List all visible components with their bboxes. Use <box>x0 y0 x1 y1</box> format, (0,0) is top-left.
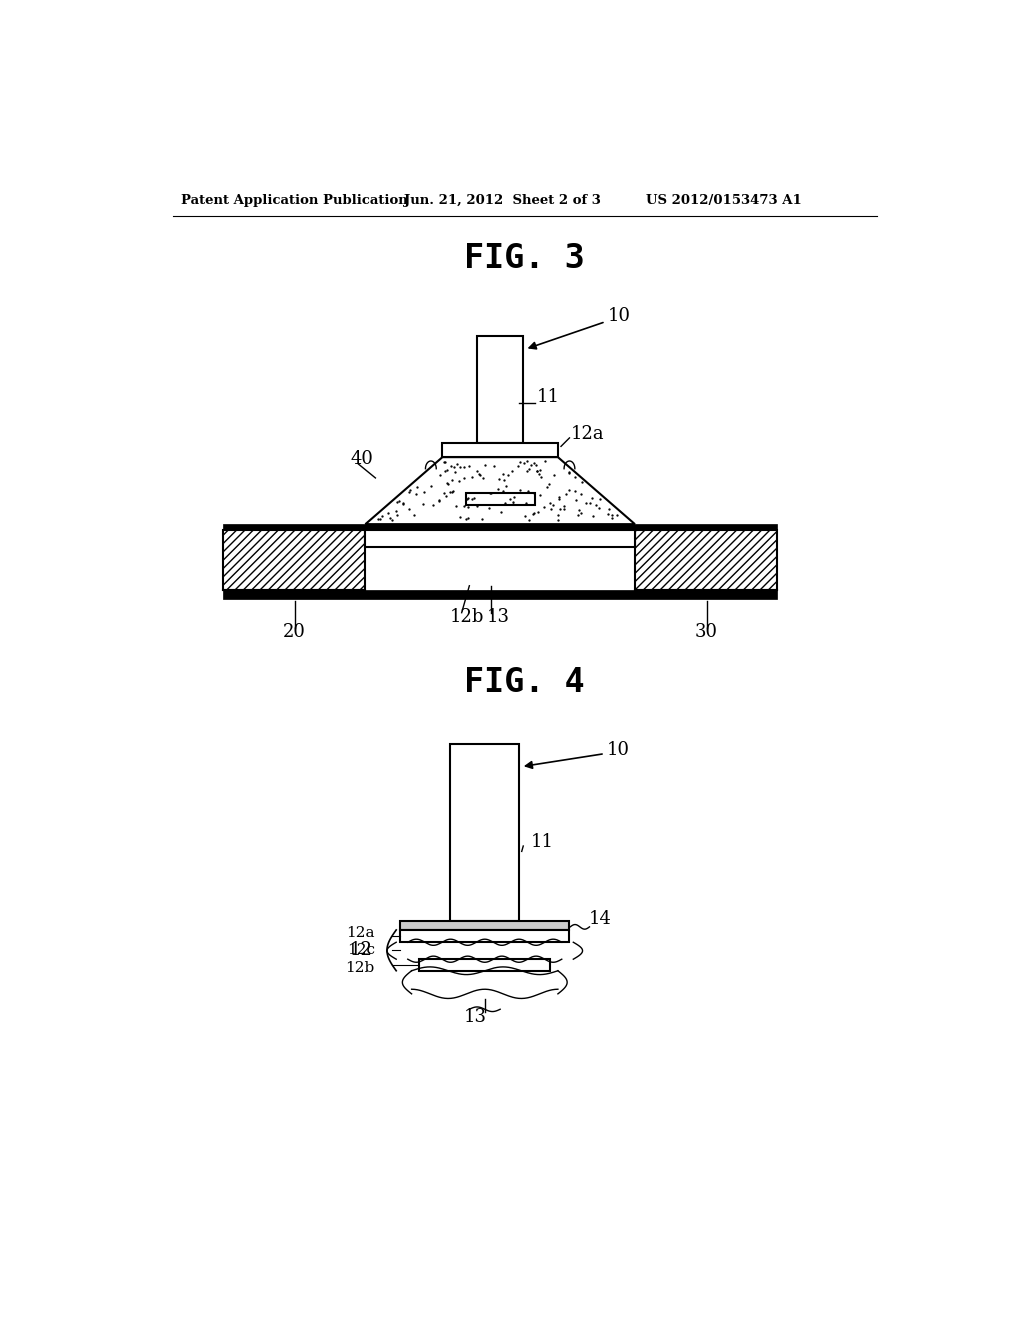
Text: 10: 10 <box>608 308 631 325</box>
Text: 30: 30 <box>695 623 718 642</box>
Bar <box>366 529 635 548</box>
Text: Jun. 21, 2012  Sheet 2 of 3: Jun. 21, 2012 Sheet 2 of 3 <box>403 194 601 207</box>
Bar <box>451 743 519 921</box>
Text: 12a: 12a <box>571 425 604 444</box>
Bar <box>223 529 366 590</box>
Text: 12c: 12c <box>347 944 375 957</box>
Bar <box>400 929 569 942</box>
Bar <box>442 444 558 457</box>
Bar <box>635 529 777 590</box>
Text: 12b: 12b <box>345 961 375 974</box>
Bar <box>419 960 550 970</box>
Bar <box>400 921 569 929</box>
Text: 11: 11 <box>538 388 560 407</box>
Text: 20: 20 <box>283 623 306 642</box>
Text: Patent Application Publication: Patent Application Publication <box>180 194 408 207</box>
Bar <box>477 335 523 444</box>
Text: FIG. 4: FIG. 4 <box>465 665 585 698</box>
Text: US 2012/0153473 A1: US 2012/0153473 A1 <box>646 194 802 207</box>
Text: FIG. 3: FIG. 3 <box>465 242 585 275</box>
Bar <box>223 590 777 599</box>
Text: 12a: 12a <box>346 927 375 940</box>
Text: 14: 14 <box>589 911 611 928</box>
Text: 10: 10 <box>606 741 630 759</box>
Text: 12: 12 <box>350 941 373 960</box>
Text: 13: 13 <box>487 607 510 626</box>
Text: 40: 40 <box>350 450 373 467</box>
Bar <box>223 524 777 529</box>
Bar <box>466 494 535 506</box>
Text: 13: 13 <box>464 1008 487 1026</box>
Polygon shape <box>366 457 635 524</box>
Text: 12b: 12b <box>451 607 484 626</box>
Text: 11: 11 <box>531 833 554 851</box>
